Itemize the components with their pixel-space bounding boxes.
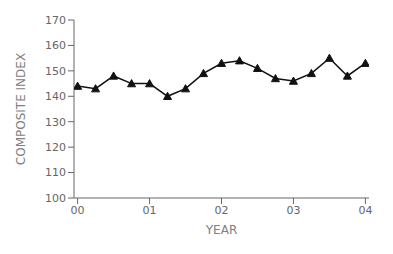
svg-text:YEAR: YEAR [205, 223, 237, 237]
svg-text:02: 02 [215, 204, 229, 217]
svg-text:COMPOSITE INDEX: COMPOSITE INDEX [14, 53, 28, 165]
svg-text:110: 110 [45, 166, 66, 179]
svg-text:140: 140 [45, 90, 66, 103]
svg-text:00: 00 [71, 204, 85, 217]
svg-text:150: 150 [45, 65, 66, 78]
svg-text:01: 01 [143, 204, 157, 217]
svg-text:170: 170 [45, 14, 66, 27]
svg-text:120: 120 [45, 141, 66, 154]
svg-text:130: 130 [45, 116, 66, 129]
svg-text:160: 160 [45, 39, 66, 52]
svg-text:04: 04 [358, 204, 372, 217]
svg-text:100: 100 [45, 192, 66, 205]
svg-text:03: 03 [286, 204, 300, 217]
